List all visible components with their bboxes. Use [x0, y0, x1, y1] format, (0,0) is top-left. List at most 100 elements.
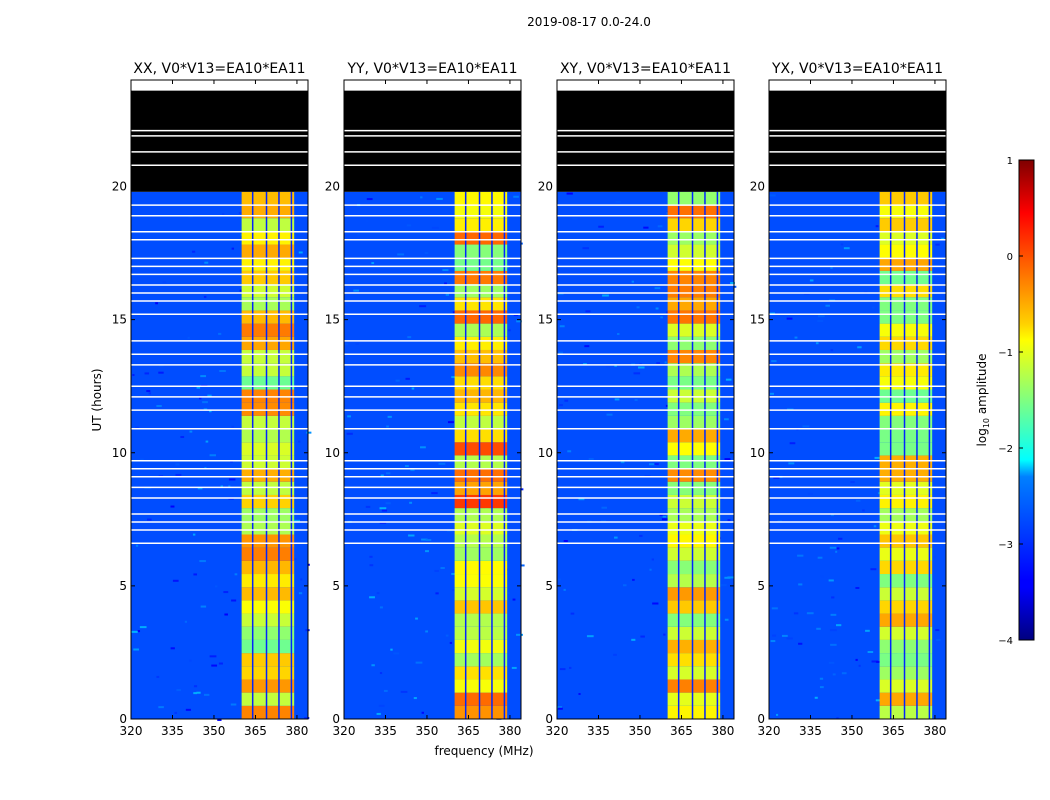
band-cell [241, 191, 295, 206]
no-data-block [769, 90, 946, 192]
noise-cell [817, 315, 825, 318]
band-cell [879, 666, 933, 680]
noise-cell [819, 686, 824, 689]
noise-cell [836, 717, 839, 720]
band-cell [879, 481, 933, 495]
band-cell [454, 679, 508, 693]
noise-cell [203, 408, 208, 411]
noise-cell [815, 342, 819, 345]
band-cell [667, 455, 721, 469]
band-cell [241, 666, 295, 680]
noise-cell [855, 499, 861, 502]
band-cell [667, 653, 721, 667]
noise-cell [445, 293, 449, 296]
noise-cell [614, 536, 618, 539]
y-tick-label: 10 [750, 446, 765, 460]
noise-cell [421, 538, 428, 541]
noise-cell [197, 487, 203, 490]
noise-cell [661, 518, 669, 521]
noise-cell [638, 366, 645, 369]
noise-cell [175, 473, 182, 476]
band-cell [241, 626, 295, 640]
y-tick-label: 10 [112, 446, 127, 460]
noise-cell [777, 519, 782, 522]
band-cell [667, 297, 721, 311]
band-cell [879, 323, 933, 337]
x-tick-label: 365 [670, 724, 693, 738]
band-cell [879, 218, 933, 232]
noise-cell [850, 481, 855, 484]
noise-cell [447, 421, 454, 424]
band-cell [241, 534, 295, 548]
noise-cell [202, 401, 208, 404]
band-cell [667, 429, 721, 443]
noise-cell [155, 302, 159, 305]
band-cell [241, 270, 295, 285]
noise-cell [781, 634, 788, 637]
x-tick-label: 350 [416, 724, 439, 738]
noise-cell [662, 515, 667, 518]
noise-cell [193, 692, 198, 695]
band-cell [241, 244, 295, 258]
noise-cell [654, 287, 661, 290]
noise-cell [228, 497, 234, 500]
noise-cell [831, 596, 835, 599]
noise-cell [158, 706, 164, 709]
noise-cell [385, 472, 391, 475]
band-cell [667, 402, 721, 416]
band-cell [879, 310, 933, 324]
band-cell [667, 442, 721, 456]
noise-cell [413, 697, 417, 700]
noise-cell [203, 693, 210, 696]
noise-cell [409, 501, 413, 504]
noise-cell [172, 579, 179, 582]
y-tick-label: 0 [119, 712, 127, 726]
band-cell [667, 191, 721, 206]
band-cell [241, 310, 295, 324]
band-cell [667, 494, 721, 509]
noise-cell [449, 641, 452, 644]
band-cell [667, 574, 721, 588]
noise-cell [836, 624, 842, 627]
noise-cell [814, 696, 818, 699]
noise-cell [357, 233, 360, 236]
band-cell [241, 323, 295, 337]
noise-cell [809, 279, 814, 282]
band-cell [879, 191, 933, 206]
band-cell [667, 560, 721, 575]
colorbar-tick-label: 0 [1007, 252, 1013, 263]
x-tick-label: 350 [841, 724, 864, 738]
noise-cell [840, 243, 844, 246]
noise-cell [408, 534, 415, 537]
band-cell [667, 692, 721, 706]
band-cell [879, 244, 933, 258]
noise-cell [786, 317, 793, 320]
noise-cell [133, 648, 139, 651]
noise-cell [379, 521, 387, 524]
noise-cell [135, 544, 139, 547]
noise-cell [588, 538, 593, 541]
noise-cell [131, 630, 138, 633]
noise-cell [793, 612, 799, 615]
band-cell [241, 587, 295, 601]
noise-cell [857, 346, 862, 349]
noise-cell [222, 213, 225, 216]
band-cell [454, 547, 508, 561]
noise-cell [365, 220, 369, 223]
band-cell [667, 639, 721, 654]
y-tick-label: 15 [750, 313, 765, 327]
noise-cell [379, 606, 383, 609]
band-cell [241, 653, 295, 667]
band-cell [241, 218, 295, 232]
no-data-block [344, 90, 521, 192]
noise-cell [192, 533, 196, 536]
noise-cell [411, 387, 415, 390]
noise-cell [140, 458, 144, 461]
noise-cell [939, 237, 945, 240]
noise-cell [219, 370, 226, 373]
band-cell [454, 587, 508, 601]
noise-cell [656, 362, 661, 365]
noise-cell [558, 578, 561, 581]
noise-cell [438, 462, 446, 465]
noise-cell [639, 534, 643, 537]
